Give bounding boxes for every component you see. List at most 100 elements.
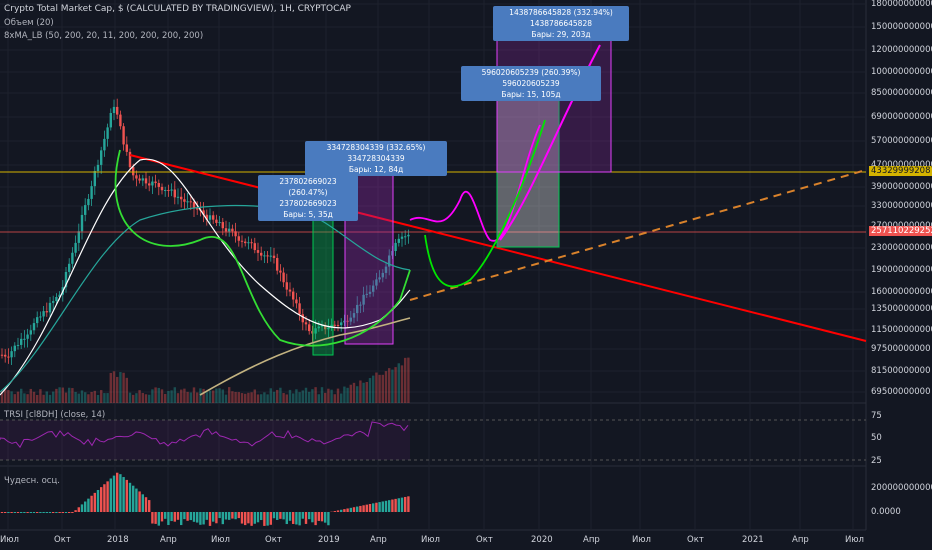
- candle-body: [180, 196, 183, 200]
- candle-body: [244, 241, 247, 244]
- candle-body: [87, 198, 90, 206]
- ao-bar: [394, 498, 397, 512]
- candle-body: [90, 186, 93, 199]
- candle-body: [343, 320, 346, 323]
- candle-body: [100, 150, 103, 165]
- ao-tick: 2000000000000.000: [871, 483, 932, 493]
- time-tick: 2021: [742, 535, 764, 545]
- candle-body: [356, 304, 359, 314]
- ao-bar: [7, 512, 10, 513]
- ao-bar: [96, 490, 100, 512]
- price-tick: 850000000000: [871, 88, 932, 98]
- candle-body: [13, 345, 16, 352]
- volume-bar: [170, 390, 173, 403]
- measure-tooltip[interactable]: 334728304339 (332.65%) 334728304339 Бары…: [305, 141, 447, 176]
- candle-body: [192, 202, 196, 209]
- volume-bar: [103, 393, 106, 403]
- measure-tooltip[interactable]: 1438786645828 (332.94%) 1438786645828 Ба…: [493, 6, 629, 41]
- measure-value: 334728304339 (332.65%) 334728304339: [326, 143, 426, 163]
- volume-bar: [45, 391, 48, 403]
- candle-body: [304, 322, 308, 325]
- volume-bar: [221, 389, 224, 403]
- candle-body: [228, 228, 231, 232]
- volume-bar: [327, 388, 330, 403]
- volume-bar: [87, 394, 90, 403]
- volume-bar: [26, 394, 29, 403]
- ao-bar: [253, 512, 256, 524]
- candle-body: [151, 181, 154, 186]
- volume-bar: [36, 394, 39, 403]
- candle-body: [68, 263, 71, 272]
- time-tick: Июл: [421, 535, 440, 545]
- candle-body: [23, 338, 26, 340]
- candle-body: [52, 301, 55, 303]
- candle-body: [128, 151, 132, 168]
- volume-bar: [71, 388, 74, 403]
- ao-bar: [343, 509, 346, 512]
- volume-bar: [48, 394, 52, 403]
- candle-body: [103, 138, 106, 151]
- ao-bar: [87, 498, 90, 512]
- ao-bar: [221, 512, 224, 525]
- ao-bar: [285, 512, 288, 525]
- ao-bar: [320, 512, 324, 522]
- candle-body: [320, 325, 324, 327]
- ao-bar: [359, 505, 362, 512]
- volume-bar: [333, 394, 336, 403]
- candle-body: [263, 255, 266, 257]
- candle-body: [224, 228, 228, 232]
- measure-value: 1438786645828 (332.94%) 1438786645828: [509, 8, 613, 28]
- volume-bar: [308, 391, 311, 403]
- volume-bar: [372, 375, 375, 403]
- ao-bar: [125, 479, 128, 512]
- measure-tooltip[interactable]: 237802669023 (260.47%) 237802669023 Бары…: [258, 175, 358, 221]
- volume-bar: [183, 388, 186, 403]
- volume-bar: [272, 391, 276, 403]
- ao-panel: [0, 472, 410, 526]
- ao-bar: [138, 491, 141, 512]
- candle-body: [157, 183, 160, 187]
- ao-bar: [90, 495, 93, 512]
- ao-bar: [119, 474, 122, 512]
- volume-bar: [192, 387, 196, 403]
- ao-bar: [333, 511, 336, 512]
- volume-bar: [157, 387, 160, 403]
- volume-bar: [52, 391, 55, 403]
- volume-bar: [365, 381, 368, 403]
- ao-bar: [212, 512, 215, 522]
- candle-body: [32, 323, 36, 331]
- candle-body: [384, 266, 388, 273]
- ao-bar: [176, 512, 180, 520]
- candle-body: [112, 106, 116, 113]
- volume-bar: [352, 382, 356, 403]
- ao-bar: [240, 512, 244, 524]
- volume-bar: [381, 374, 384, 403]
- candle-body: [231, 228, 234, 232]
- ao-bar: [224, 512, 228, 520]
- volume-bar: [215, 388, 218, 403]
- ao-bar: [68, 512, 71, 513]
- ao-bar: [375, 502, 378, 512]
- ma-label: 8xMA_LB (50, 200, 20, 11, 200, 200, 200,…: [4, 31, 204, 41]
- time-tick: Июл: [632, 535, 651, 545]
- volume-bar: [64, 392, 68, 403]
- measure-tooltip[interactable]: 596020605239 (260.39%) 596020605239 Бары…: [461, 66, 601, 101]
- price-tick: 135000000000: [871, 304, 932, 314]
- candle-body: [20, 338, 23, 345]
- candle-body: [80, 214, 84, 232]
- candle-body: [362, 294, 365, 305]
- candle-body: [36, 317, 39, 324]
- time-tick: 2019: [318, 535, 340, 545]
- candle-body: [55, 296, 58, 302]
- ao-bar: [378, 502, 381, 512]
- volume-bar: [368, 378, 372, 403]
- candle-body: [394, 242, 397, 252]
- ao-bar: [346, 508, 349, 512]
- volume-bar: [42, 394, 45, 403]
- volume-bar: [388, 368, 391, 403]
- ao-tick: 0.0000: [871, 507, 901, 517]
- ao-bar: [93, 492, 96, 512]
- candle-body: [218, 222, 221, 224]
- ao-bar: [384, 500, 388, 512]
- measure-bars: Бары: 12, 84д: [348, 165, 404, 174]
